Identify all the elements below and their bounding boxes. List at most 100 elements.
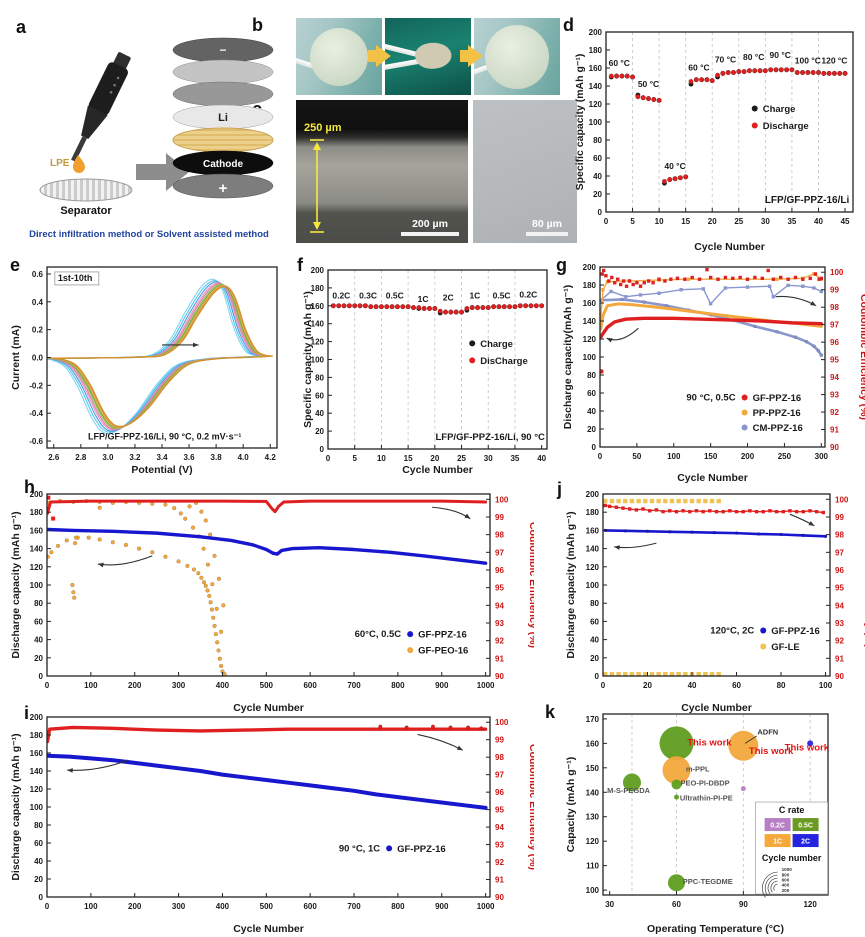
svg-text:92: 92 [835,637,844,646]
method-caption: Direct infiltration method or Solvent as… [29,229,269,240]
svg-text:92: 92 [495,637,504,646]
svg-text:97: 97 [495,548,504,557]
svg-text:0.5C: 0.5C [386,291,404,301]
svg-text:100: 100 [586,581,600,590]
svg-text:20: 20 [708,217,717,226]
svg-text:0: 0 [39,672,44,681]
panel-label-j: j [557,479,563,499]
panel-label-g: g [556,255,567,275]
svg-text:3.8: 3.8 [211,453,223,462]
svg-text:80: 80 [34,599,43,608]
svg-text:60: 60 [672,900,681,909]
svg-text:95: 95 [495,584,504,593]
svg-text:2.6: 2.6 [48,453,60,462]
svg-text:160: 160 [30,526,44,535]
svg-text:160: 160 [589,64,603,73]
svg-text:100: 100 [84,902,98,911]
svg-text:800: 800 [391,681,405,690]
svg-text:Coulombic Efficiency (%): Coulombic Efficiency (%) [858,294,865,420]
scale-bar-80um: 80 µm [526,218,568,236]
svg-text:90 °C, 1C: 90 °C, 1C [339,843,380,854]
svg-text:97: 97 [495,771,504,780]
svg-text:150: 150 [586,764,600,773]
svg-text:90 °C: 90 °C [770,50,791,60]
thickness-arrow-icon [310,139,324,233]
svg-text:100: 100 [495,718,509,727]
svg-text:180: 180 [589,46,603,55]
svg-text:3.2: 3.2 [129,453,141,462]
svg-text:PP-PPZ-16: PP-PPZ-16 [753,408,801,419]
svg-text:140: 140 [586,545,600,554]
svg-text:800: 800 [782,872,790,877]
cell-stack: − Li Cathode + [172,37,274,199]
svg-text:Cycle Number: Cycle Number [233,702,304,714]
svg-text:Cycle Number: Cycle Number [233,923,304,935]
svg-text:80: 80 [315,373,324,382]
svg-text:200: 200 [583,263,597,272]
svg-text:120: 120 [589,100,603,109]
svg-text:96: 96 [835,566,844,575]
svg-text:40: 40 [587,407,596,416]
svg-text:93: 93 [495,841,504,850]
svg-text:99: 99 [495,513,504,522]
svg-text:4.2: 4.2 [265,453,277,462]
sem-cross-section-image: 250 µm 200 µm [296,100,468,243]
svg-text:160: 160 [311,302,325,311]
svg-text:20: 20 [430,454,439,463]
svg-text:110: 110 [586,862,599,871]
svg-text:140: 140 [30,545,44,554]
panel-a-schematic: LPE Separator − Li Cathode + Direct infi… [29,37,274,240]
svg-text:Capacity (mAh g⁻¹): Capacity (mAh g⁻¹) [565,757,577,852]
svg-text:200: 200 [311,266,325,275]
svg-text:C rate: C rate [779,805,805,815]
svg-text:1st-10th: 1st-10th [58,273,93,283]
svg-text:0.2: 0.2 [32,326,44,335]
svg-text:90: 90 [739,900,748,909]
svg-text:20: 20 [593,190,602,199]
svg-text:50: 50 [632,452,641,461]
svg-text:-0.2: -0.2 [29,381,43,390]
svg-text:1C: 1C [773,839,782,846]
svg-text:93: 93 [495,619,504,628]
svg-text:Cycle Number: Cycle Number [677,472,748,484]
svg-text:35: 35 [787,217,796,226]
svg-text:120: 120 [803,900,817,909]
cathode-label: Cathode [203,159,243,170]
svg-text:120: 120 [583,335,597,344]
svg-text:160: 160 [586,739,600,748]
svg-text:5: 5 [630,217,635,226]
svg-text:10: 10 [655,217,664,226]
svg-text:700: 700 [347,681,361,690]
panel-label-b: b [252,15,263,35]
li-label: Li [218,112,228,124]
svg-text:0.5C: 0.5C [798,823,813,830]
svg-text:60: 60 [587,389,596,398]
panel-k-chart: 30 60 90 120 100 110 120 130 140 150 160 170 Operati… [565,713,830,935]
svg-text:Charge: Charge [763,104,796,115]
svg-text:160: 160 [583,299,597,308]
svg-text:60: 60 [732,681,741,690]
separator-disc [39,178,133,202]
photo-membrane-disc-left [296,18,382,95]
svg-text:200: 200 [741,452,755,461]
svg-text:0: 0 [604,217,609,226]
svg-text:1000: 1000 [477,902,495,911]
svg-text:200: 200 [30,490,44,499]
svg-text:400: 400 [216,902,230,911]
photo-membrane-disc-right [474,18,560,95]
svg-text:40: 40 [814,217,823,226]
svg-text:97: 97 [830,321,839,330]
panel-f-chart: 0 5 10 15 20 25 30 35 40 0 20 40 60 80 100 120 140 160 180… [302,266,548,476]
svg-text:100: 100 [835,495,849,504]
svg-text:0: 0 [598,208,603,217]
scale-bar [401,232,459,236]
svg-text:60 °C: 60 °C [688,63,709,73]
svg-text:GF-PPZ-16: GF-PPZ-16 [418,630,467,641]
svg-text:45: 45 [841,217,850,226]
svg-text:160: 160 [30,749,44,758]
svg-text:0: 0 [598,452,603,461]
svg-text:40: 40 [34,857,43,866]
svg-text:GF-PEO-16: GF-PEO-16 [418,646,468,657]
svg-text:140: 140 [583,317,597,326]
svg-text:PPC-TEGDME: PPC-TEGDME [683,877,733,886]
